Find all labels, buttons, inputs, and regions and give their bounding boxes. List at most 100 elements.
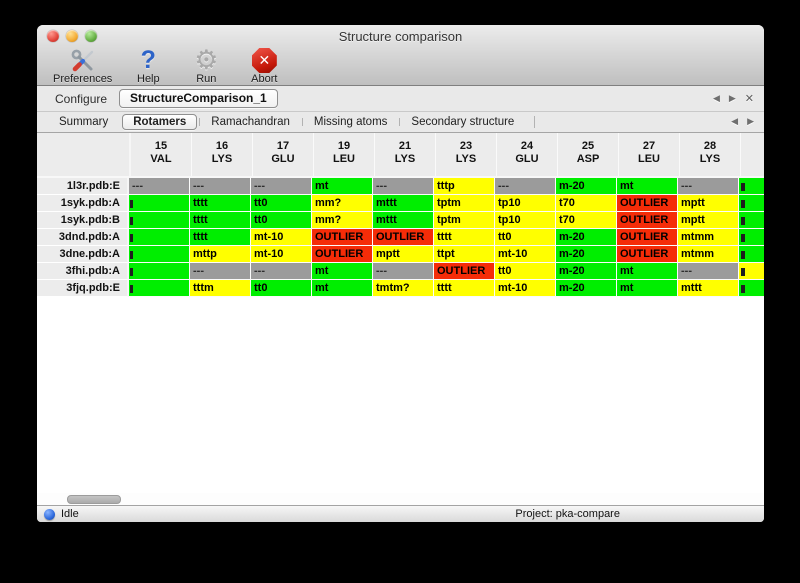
rotamer-cell[interactable]: tttt — [190, 229, 251, 246]
rotamer-cell[interactable]: mt — [312, 178, 373, 195]
rotamer-cell[interactable]: m-20 — [556, 229, 617, 246]
row-label[interactable]: 1syk.pdb:A — [37, 195, 129, 212]
column-header-24[interactable]: 24 GLU — [497, 133, 558, 176]
next-configuration-icon[interactable]: ▶ — [728, 93, 736, 104]
rotamer-cell[interactable]: OUTLIER — [617, 195, 678, 212]
rotamer-cell[interactable]: m-20 — [556, 280, 617, 297]
row-label[interactable]: 3fjq.pdb:E — [37, 280, 129, 297]
rotamer-cell-clipped[interactable] — [739, 178, 764, 195]
minimize-window-button[interactable] — [66, 30, 78, 42]
rotamer-cell[interactable]: OUTLIER — [617, 212, 678, 229]
rotamer-cell[interactable]: mt-10 — [251, 229, 312, 246]
rotamer-cell[interactable]: OUTLIER — [617, 246, 678, 263]
horizontal-scrollbar[interactable] — [37, 493, 764, 505]
rotamer-cell[interactable] — [129, 246, 190, 263]
rotamer-cell[interactable]: mptt — [373, 246, 434, 263]
rotamer-cell[interactable] — [129, 195, 190, 212]
rotamer-cell[interactable]: ttpt — [434, 246, 495, 263]
column-header-19[interactable]: 19 LEU — [314, 133, 375, 176]
rotamer-cell[interactable]: tttp — [434, 178, 495, 195]
rotamer-cell[interactable]: tttt — [434, 280, 495, 297]
rotamer-cell[interactable]: mtmm — [678, 246, 739, 263]
help-button[interactable]: ? Help — [126, 47, 170, 85]
row-label[interactable]: 3dnd.pdb:A — [37, 229, 129, 246]
zoom-window-button[interactable] — [85, 30, 97, 42]
rotamer-cell[interactable]: mttt — [373, 212, 434, 229]
rotamer-cell[interactable]: tttt — [190, 212, 251, 229]
rotamer-cell[interactable]: tmtm? — [373, 280, 434, 297]
row-label[interactable]: 1l3r.pdb:E — [37, 178, 129, 195]
rotamer-cell[interactable]: m-20 — [556, 178, 617, 195]
tab-ramachandran[interactable]: Ramachandran — [199, 114, 302, 130]
rotamer-cell[interactable]: tp10 — [495, 212, 556, 229]
rotamer-cell[interactable]: mptt — [678, 195, 739, 212]
rotamer-cell[interactable]: tp10 — [495, 195, 556, 212]
rotamer-cell[interactable] — [129, 212, 190, 229]
rotamer-cell[interactable]: --- — [190, 263, 251, 280]
rotamer-cell[interactable]: OUTLIER — [434, 263, 495, 280]
column-header-15[interactable]: 15 VAL — [131, 133, 192, 176]
configuration-name-field[interactable]: StructureComparison_1 — [119, 89, 278, 108]
row-label[interactable]: 3dne.pdb:A — [37, 246, 129, 263]
row-label[interactable]: 1syk.pdb:B — [37, 212, 129, 229]
rotamer-cell[interactable]: --- — [373, 263, 434, 280]
rotamer-cell[interactable]: m-20 — [556, 246, 617, 263]
column-header-16[interactable]: 16 LYS — [192, 133, 253, 176]
title-bar[interactable]: Structure comparison — [37, 25, 764, 47]
rotamer-cell-clipped[interactable] — [739, 212, 764, 229]
rotamer-cell[interactable]: mt-10 — [251, 246, 312, 263]
column-header-clipped[interactable] — [741, 133, 764, 176]
rotamer-cell[interactable]: --- — [129, 178, 190, 195]
rotamer-cell[interactable]: t70 — [556, 212, 617, 229]
rotamer-cell[interactable]: t70 — [556, 195, 617, 212]
rotamer-cell[interactable]: mt — [617, 280, 678, 297]
column-header-28[interactable]: 28 LYS — [680, 133, 741, 176]
rotamer-cell[interactable]: mt-10 — [495, 280, 556, 297]
rotamer-cell[interactable]: tttm — [190, 280, 251, 297]
rotamer-cell[interactable]: mptt — [678, 212, 739, 229]
rotamer-cell[interactable]: m-20 — [556, 263, 617, 280]
rotamer-cell[interactable]: tt0 — [495, 263, 556, 280]
rotamer-cell[interactable]: mm? — [312, 212, 373, 229]
rotamer-cell[interactable]: --- — [373, 178, 434, 195]
column-header-27[interactable]: 27 LEU — [619, 133, 680, 176]
column-header-21[interactable]: 21 LYS — [375, 133, 436, 176]
rotamer-cell[interactable]: tptm — [434, 212, 495, 229]
rotamer-cell[interactable]: mt — [617, 178, 678, 195]
rotamer-cell-clipped[interactable] — [739, 229, 764, 246]
rotamer-cell[interactable]: --- — [495, 178, 556, 195]
rotamer-cell[interactable]: mt-10 — [495, 246, 556, 263]
rotamer-cell[interactable]: mm? — [312, 195, 373, 212]
close-window-button[interactable] — [47, 30, 59, 42]
tab-secondary-structure[interactable]: Secondary structure — [399, 114, 526, 130]
rotamer-cell[interactable]: mttt — [373, 195, 434, 212]
rotamer-cell[interactable]: --- — [678, 263, 739, 280]
rotamer-cell[interactable]: --- — [251, 178, 312, 195]
row-label[interactable]: 3fhi.pdb:A — [37, 263, 129, 280]
rotamer-cell[interactable]: tt0 — [251, 212, 312, 229]
rotamer-cell[interactable]: --- — [190, 178, 251, 195]
abort-button[interactable]: ✕ Abort — [242, 47, 286, 85]
run-button[interactable]: ⚙ Run — [184, 47, 228, 85]
tab-rotamers[interactable]: Rotamers — [122, 114, 198, 130]
rotamer-cell[interactable]: tt0 — [251, 280, 312, 297]
rotamer-cell[interactable]: mtmm — [678, 229, 739, 246]
rotamer-cell[interactable]: tptm — [434, 195, 495, 212]
rotamer-cell-clipped[interactable] — [739, 280, 764, 297]
next-tab-icon[interactable]: ▶ — [747, 117, 754, 127]
column-header-17[interactable]: 17 GLU — [253, 133, 314, 176]
rotamer-cell[interactable]: mttt — [678, 280, 739, 297]
tab-missing-atoms[interactable]: Missing atoms — [301, 114, 400, 130]
rotamer-cell[interactable]: OUTLIER — [312, 246, 373, 263]
rotamer-cell[interactable]: OUTLIER — [373, 229, 434, 246]
prev-configuration-icon[interactable]: ◀ — [712, 93, 720, 104]
column-header-23[interactable]: 23 LYS — [436, 133, 497, 176]
rotamer-cell-clipped[interactable] — [739, 263, 764, 280]
rotamer-cell[interactable]: OUTLIER — [617, 229, 678, 246]
rotamer-cell[interactable]: tt0 — [495, 229, 556, 246]
rotamer-cell[interactable]: tt0 — [251, 195, 312, 212]
rotamer-cell-clipped[interactable] — [739, 195, 764, 212]
rotamer-cell[interactable]: --- — [678, 178, 739, 195]
rotamer-cell[interactable]: mttp — [190, 246, 251, 263]
rotamer-cell[interactable] — [129, 229, 190, 246]
